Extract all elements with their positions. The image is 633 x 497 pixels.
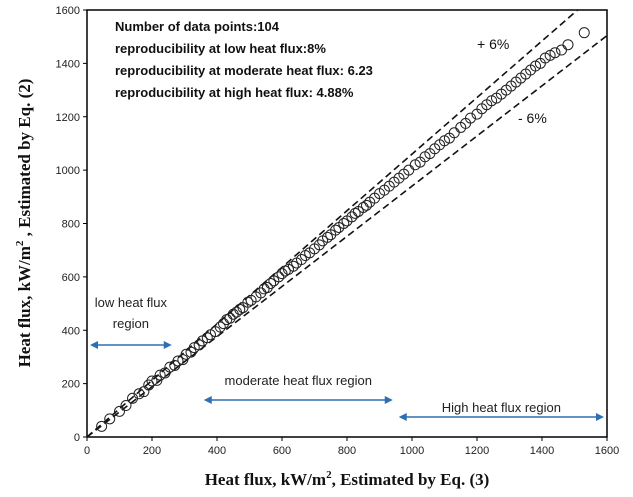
x-tick-label: 400 [208,445,226,457]
upper-band-label: + 6% [477,36,509,52]
y-axis-title-tail: , Estimated by Eq. (2) [15,79,34,241]
data-point [104,413,116,425]
data-point [201,332,213,344]
data-point [578,27,590,39]
data-point [133,388,145,400]
region-arrow-head-left [203,396,212,404]
lower-band-label: - 6% [518,110,547,126]
data-point [114,405,125,417]
region-arrow-head-right [596,413,604,421]
x-axis-title-main: Heat flux, kW/m [205,470,326,489]
y-tick-label: 600 [62,272,80,284]
data-point [322,231,333,243]
data-point [214,321,226,333]
y-tick-label: 1000 [56,165,80,177]
data-point [177,354,189,366]
y-tick-label: 800 [62,219,80,231]
reference-line [86,9,579,438]
x-axis-title: Heat flux, kW/m2, Estimated by Eq. (3) [205,469,490,489]
data-point [296,254,307,266]
data-point [218,318,229,330]
annotation-line: Number of data points:104 [115,19,280,34]
data-point [361,199,372,211]
data-point [549,47,561,59]
y-tick-label: 1600 [56,5,80,17]
data-point [164,361,176,373]
axis-ticks: 0 200 400 600 800 1000 1200 1400 1600 0 200 400 600 8… [56,5,620,457]
data-point [265,278,277,290]
y-axis-title-sup: 2 [14,240,26,246]
data-point [287,260,299,272]
y-axis-title: Heat flux, kW/m2 , Estimated by Eq. (2) [14,79,34,368]
x-tick-label: 0 [84,445,90,457]
data-point [556,44,567,56]
y-tick-label: 200 [62,379,80,391]
data-point [465,112,476,124]
data-point [180,348,192,360]
data-point [143,379,155,391]
data-point [338,218,350,229]
annotation-line: reproducibility at high heat flux: 4.88% [115,85,354,100]
y-axis-title-main: Heat flux, kW/m [15,246,34,367]
data-point [193,339,205,351]
y-tick-label: 1200 [56,112,80,124]
y-tick-label: 1400 [56,58,80,70]
data-point [346,211,358,223]
region-arrow-head-left [398,413,407,421]
region-arrow-head-right [384,396,393,404]
data-point [330,224,342,236]
region-arrow-head-left [90,341,98,349]
data-point [357,201,369,213]
annotation-block: Number of data points:104 reproducibilit… [115,19,373,100]
annotation-line: reproducibility at moderate heat flux: 6… [115,63,373,78]
data-point [562,39,574,51]
region-label: low heat flux [95,295,168,310]
x-tick-label: 200 [143,445,161,457]
y-tick-label: 400 [62,325,80,337]
x-tick-label: 1000 [400,445,424,457]
annotation-line: reproducibility at low heat flux:8% [115,41,326,56]
region-label: region [113,316,149,331]
data-point [255,287,267,299]
data-point [313,239,325,251]
data-point [146,375,158,387]
data-point [403,164,415,176]
region-label: moderate heat flux region [225,373,372,388]
x-tick-label: 800 [338,445,356,457]
data-point [120,400,132,412]
data-point [448,127,460,139]
x-tick-label: 1400 [530,445,554,457]
region-arrows: low heat flux region moderate heat flux re… [90,295,604,421]
data-points [96,27,590,432]
data-point [261,282,273,294]
x-tick-label: 1200 [465,445,489,457]
x-tick-label: 600 [273,445,291,457]
data-point [273,271,285,283]
data-point [154,369,166,381]
region-arrow-head-right [163,341,172,349]
x-axis-title-sup: 2 [326,469,332,481]
data-point [224,312,236,324]
x-tick-label: 1600 [595,445,619,457]
x-axis-title-tail: , Estimated by Eq. (3) [332,470,490,489]
data-point [151,374,163,386]
y-tick-label: 0 [74,432,80,444]
region-label: High heat flux region [442,400,561,415]
data-point [172,355,184,367]
reference-lines [86,9,608,438]
data-point [96,420,108,432]
